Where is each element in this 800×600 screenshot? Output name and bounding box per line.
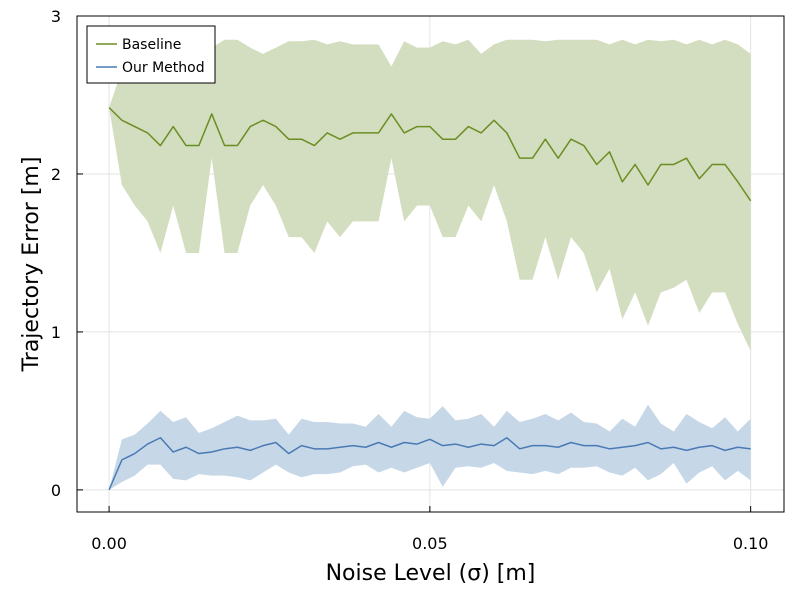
x-tick-label: 0.00 <box>91 534 127 553</box>
our-method-band <box>109 404 751 490</box>
legend-label-baseline: Baseline <box>122 37 181 53</box>
y-axis: 0 1 2 3 <box>51 7 83 500</box>
y-tick-label: 1 <box>51 323 61 342</box>
baseline-line <box>108 107 752 202</box>
plot-frame <box>76 15 785 513</box>
our-method-line <box>108 437 751 491</box>
x-axis: 0.00 0.05 0.10 <box>91 506 768 553</box>
y-tick-label: 0 <box>51 481 61 500</box>
x-tick-label: 0.05 <box>412 534 448 553</box>
legend-box <box>86 25 216 84</box>
x-axis-title: Noise Level (σ) [m] <box>326 561 536 586</box>
baseline-band <box>109 39 751 351</box>
legend-label-our-method: Our Method <box>122 60 205 76</box>
y-axis-title: Trajectory Error [m] <box>19 157 44 373</box>
y-tick-label: 2 <box>51 165 61 184</box>
y-tick-label: 3 <box>51 7 61 26</box>
series-lines <box>108 107 752 491</box>
confidence-bands <box>109 39 751 490</box>
x-tick-label: 0.10 <box>733 534 769 553</box>
legend: Baseline Our Method <box>86 25 216 84</box>
